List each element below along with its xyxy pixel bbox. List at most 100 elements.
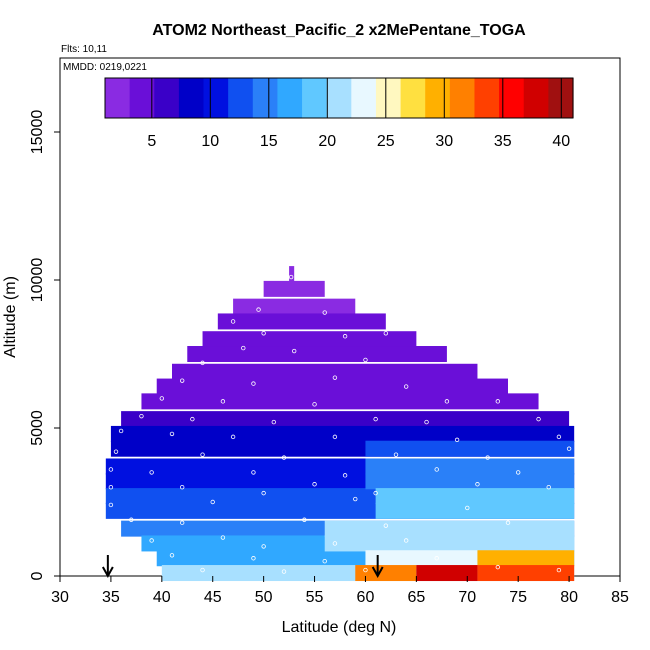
sample-point	[312, 482, 317, 487]
sample-point	[169, 553, 175, 558]
sample-point	[251, 470, 256, 475]
sample-point	[444, 399, 450, 404]
arrow-marker	[371, 555, 384, 579]
sample-point	[363, 567, 368, 573]
heatmap-band	[263, 280, 325, 297]
sample-point	[302, 517, 307, 522]
y-tick-label: 5000	[29, 410, 46, 446]
x-tick-label: 30	[51, 589, 69, 606]
heatmap-region	[365, 550, 478, 567]
heatmap-cells	[105, 266, 575, 582]
heatmap-band	[202, 331, 417, 348]
sample-points	[108, 274, 572, 574]
sample-point	[220, 399, 226, 404]
sample-point	[230, 434, 236, 440]
colorbar-swatch	[228, 78, 254, 118]
heatmap-region	[375, 502, 575, 519]
colorbar-swatch	[474, 78, 500, 118]
heatmap-region	[355, 565, 417, 582]
colorbar-swatch	[449, 78, 476, 118]
sample-point	[373, 416, 378, 422]
colorbar-tick-label: 10	[201, 133, 219, 150]
x-tick-label: 75	[509, 589, 527, 606]
colorbar-swatch	[523, 78, 549, 118]
colorbar-swatch	[499, 78, 525, 118]
sample-point	[200, 567, 205, 573]
sample-point	[179, 520, 185, 525]
sample-point	[383, 331, 389, 336]
sample-point	[230, 319, 236, 324]
colorbar-swatch	[129, 78, 155, 118]
sample-point	[485, 455, 490, 460]
heatmap-region	[365, 473, 575, 490]
sample-point	[149, 538, 154, 543]
heatmap-region	[375, 488, 575, 505]
sample-point	[261, 331, 266, 336]
arrow-marker	[101, 555, 114, 579]
sample-point	[200, 360, 205, 366]
y-axis-label: Altitude (m)	[2, 276, 19, 358]
heatmap-band	[121, 411, 570, 428]
x-tick-label: 40	[153, 589, 171, 606]
sample-point	[434, 467, 439, 472]
sample-point	[139, 413, 144, 419]
colorbar-tick-label: 20	[318, 133, 336, 150]
sample-point	[475, 482, 480, 487]
x-axis-label: Latitude (deg N)	[282, 619, 397, 636]
sample-point	[495, 564, 501, 570]
heatmap-band	[289, 266, 295, 283]
colorbar-swatch	[178, 78, 205, 118]
sample-point	[108, 502, 114, 508]
sample-point	[566, 446, 572, 451]
sample-point	[159, 396, 165, 401]
sample-point	[288, 274, 294, 280]
sample-point	[179, 485, 185, 490]
colorbar-swatch	[203, 78, 229, 118]
colorbar-swatch	[375, 78, 402, 118]
colorbar: 5 10 15 20 25 30 35 40	[104, 77, 574, 150]
sample-point	[403, 384, 409, 389]
x-tick-label: 55	[306, 589, 324, 606]
sample-point	[118, 428, 124, 434]
sample-point	[393, 452, 399, 457]
sample-point	[291, 348, 297, 354]
colorbar-swatch	[277, 78, 303, 118]
colorbar-tick-label: 25	[377, 133, 395, 150]
colorbar-swatch	[400, 78, 426, 118]
sample-point	[179, 378, 185, 383]
sample-point	[256, 307, 261, 312]
heatmap-region	[324, 520, 575, 537]
colorbar-swatch	[326, 78, 352, 118]
sample-point	[322, 559, 327, 564]
sample-point	[342, 334, 348, 339]
sample-point	[465, 505, 470, 511]
heatmap-band	[217, 313, 386, 330]
y-tick-label: 10000	[29, 258, 46, 303]
sample-point	[241, 345, 246, 351]
heatmap-region	[477, 550, 575, 567]
x-tick-label: 85	[611, 589, 629, 606]
sample-point	[251, 381, 256, 386]
x-tick-label: 65	[407, 589, 425, 606]
sample-point	[108, 467, 114, 472]
sample-point	[251, 556, 256, 561]
sample-point	[556, 567, 562, 573]
sample-point	[342, 473, 348, 478]
sample-point	[536, 416, 541, 422]
heatmap-region	[324, 535, 575, 552]
x-tick-label: 35	[102, 589, 120, 606]
heatmap-region	[477, 565, 575, 582]
y-tick-label: 15000	[29, 110, 46, 155]
x-tick-label: 45	[204, 589, 222, 606]
sample-point	[261, 490, 266, 496]
y-tick-label: 0	[29, 571, 46, 580]
colorbar-frame	[104, 77, 574, 119]
sample-point	[332, 375, 338, 380]
sample-point	[383, 523, 389, 528]
colorbar-swatch	[154, 78, 180, 118]
colorbar-tick-label: 30	[435, 133, 453, 150]
sample-point	[108, 485, 114, 490]
colorbar-tick-label: 35	[494, 133, 512, 150]
sample-point	[546, 485, 551, 490]
